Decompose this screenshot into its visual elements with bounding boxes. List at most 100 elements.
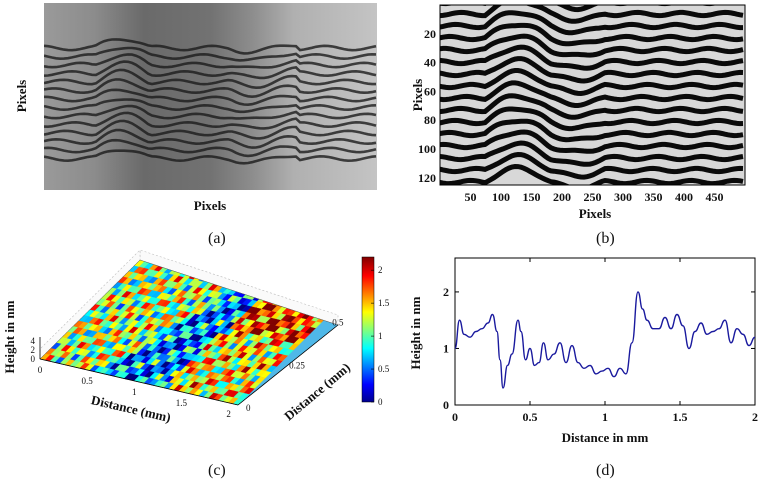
y-tick-label: 0.5 [332, 318, 344, 328]
panel-c-xlabel: Distance (mm) [90, 392, 173, 425]
phase-fringe [440, 68, 744, 97]
panel-b-ylabel: Pixels [410, 79, 425, 112]
x-tick-label: 350 [645, 190, 663, 204]
phase-fringe [440, 129, 744, 154]
phase-fringe [440, 118, 744, 143]
fringe-line [44, 68, 376, 90]
colorbar [361, 256, 375, 403]
phase-map-chart: 50 100 150 200 250 300 350 400 450 20 40 60 80 100 120… [410, 4, 746, 221]
fringe-line [44, 38, 377, 55]
y-tick-label: 0.25 [289, 360, 305, 370]
colorbar-tick-label: 0.5 [378, 364, 390, 374]
panel-d: 0 0.5 1 1.5 2 0 1 2 Height in nm Distance in mm [400, 245, 760, 455]
x-tick-label: 0 [452, 410, 458, 424]
colorbar-tick-label: 0 [378, 397, 383, 407]
phase-fringe [440, 33, 744, 58]
fringe-line [44, 78, 377, 99]
phase-fringe [440, 44, 744, 71]
phase-fringe [440, 56, 744, 84]
y-tick-label: 0 [443, 398, 449, 412]
caption-a: (a) [208, 230, 226, 247]
panel-a: Pixels Pixels [0, 0, 380, 225]
y-tick-label: 120 [418, 171, 436, 185]
x-tick-label: 1 [602, 410, 608, 424]
caption-d: (d) [596, 462, 615, 479]
surface-cell [327, 304, 338, 312]
phase-fringe [440, 80, 744, 108]
fringe-line [44, 119, 377, 140]
x-tick-label: 450 [706, 190, 724, 204]
panel-c: 0 0.5 1 1.5 2 0 0.25 0.5 0 2 4 Height in nm Distan… [0, 245, 390, 455]
fringe-line [44, 111, 377, 130]
x-tick-label: 0.5 [523, 410, 538, 424]
y-tick-label: 0 [246, 403, 251, 413]
series-line [454, 291, 756, 389]
x-tick-label: 400 [675, 190, 693, 204]
x-tick-label: 300 [614, 190, 632, 204]
colorbar-ticks: 0 0.5 1 1.5 2 [371, 265, 390, 407]
caption-b: (b) [596, 230, 615, 247]
fringe-line [44, 128, 377, 149]
z-tick-label: 4 [31, 336, 36, 346]
panel-b-ticks: 50 100 150 200 250 300 350 400 450 20 40 60 80 100 120 [418, 27, 724, 204]
colorbar-tick-label: 2 [378, 265, 383, 275]
y-tick-label: 40 [424, 56, 436, 70]
phase-fringe [440, 163, 744, 185]
x-tick-label: 1.5 [673, 410, 688, 424]
fringe-line [44, 104, 377, 120]
surface-cell [312, 301, 324, 309]
phase-fringe [440, 151, 744, 180]
panel-d-xlabel: Distance in mm [562, 430, 649, 445]
x-tick-label: 1 [132, 387, 137, 397]
panel-b: 50 100 150 200 250 300 350 400 450 20 40 60 80 100 120… [390, 0, 760, 225]
fringe-line [44, 53, 377, 69]
panel-b-xlabel: Pixels [579, 206, 612, 221]
interferogram-fringes [44, 38, 377, 165]
fringe-line [44, 46, 377, 62]
panel-d-ticks: 0 0.5 1 1.5 2 0 1 2 [443, 258, 758, 424]
phase-fringe [440, 22, 744, 47]
x-tick-label: 2 [226, 409, 231, 419]
phase-fringe [440, 5, 744, 24]
y-tick-label: 20 [424, 27, 436, 41]
z-tick-label: 2 [31, 345, 36, 355]
fringe-line [44, 138, 377, 158]
z-tick-label: 0 [31, 354, 36, 364]
caption-c: (c) [208, 462, 226, 479]
surface-cell [317, 302, 329, 310]
y-tick-label: 80 [424, 113, 436, 127]
fringe-line [44, 98, 377, 114]
x-tick-label: 150 [523, 190, 541, 204]
fringe-line [44, 60, 377, 80]
panel-a-ylabel: Pixels [14, 80, 29, 113]
y-tick-label: 1 [443, 341, 449, 355]
phase-fringe [440, 106, 744, 132]
panel-d-ylabel: Height in nm [408, 296, 423, 369]
colorbar-tick-label: 1.5 [378, 298, 390, 308]
x-tick-label: 100 [492, 190, 510, 204]
colorbar-tick-label: 1 [378, 331, 383, 341]
panel-c-zlabel: Height in nm [2, 300, 17, 373]
x-tick-label: 250 [584, 190, 602, 204]
phase-fringe [440, 10, 743, 36]
x-tick-label: 50 [465, 190, 477, 204]
x-tick-label: 200 [553, 190, 571, 204]
plot-area [454, 257, 756, 406]
fringe-line [44, 149, 377, 165]
y-tick-label: 2 [443, 285, 449, 299]
y-tick-label: 60 [424, 84, 436, 98]
phase-fringe [440, 93, 744, 120]
interferogram-chart: Pixels Pixels [14, 3, 377, 213]
y-tick-label: 100 [418, 142, 436, 156]
x-tick-label: 1.5 [176, 398, 188, 408]
phase-fringe [440, 140, 744, 167]
height-profile-chart: 0 0.5 1 1.5 2 0 1 2 Height in nm Distance in mm [408, 257, 758, 445]
surface-cell [322, 303, 334, 311]
x-tick-label: 0 [38, 365, 43, 375]
x-tick-label: 2 [752, 410, 758, 424]
x-tick-label: 0.5 [82, 376, 94, 386]
fringe-line [44, 88, 377, 107]
panel-a-xlabel: Pixels [194, 198, 227, 213]
